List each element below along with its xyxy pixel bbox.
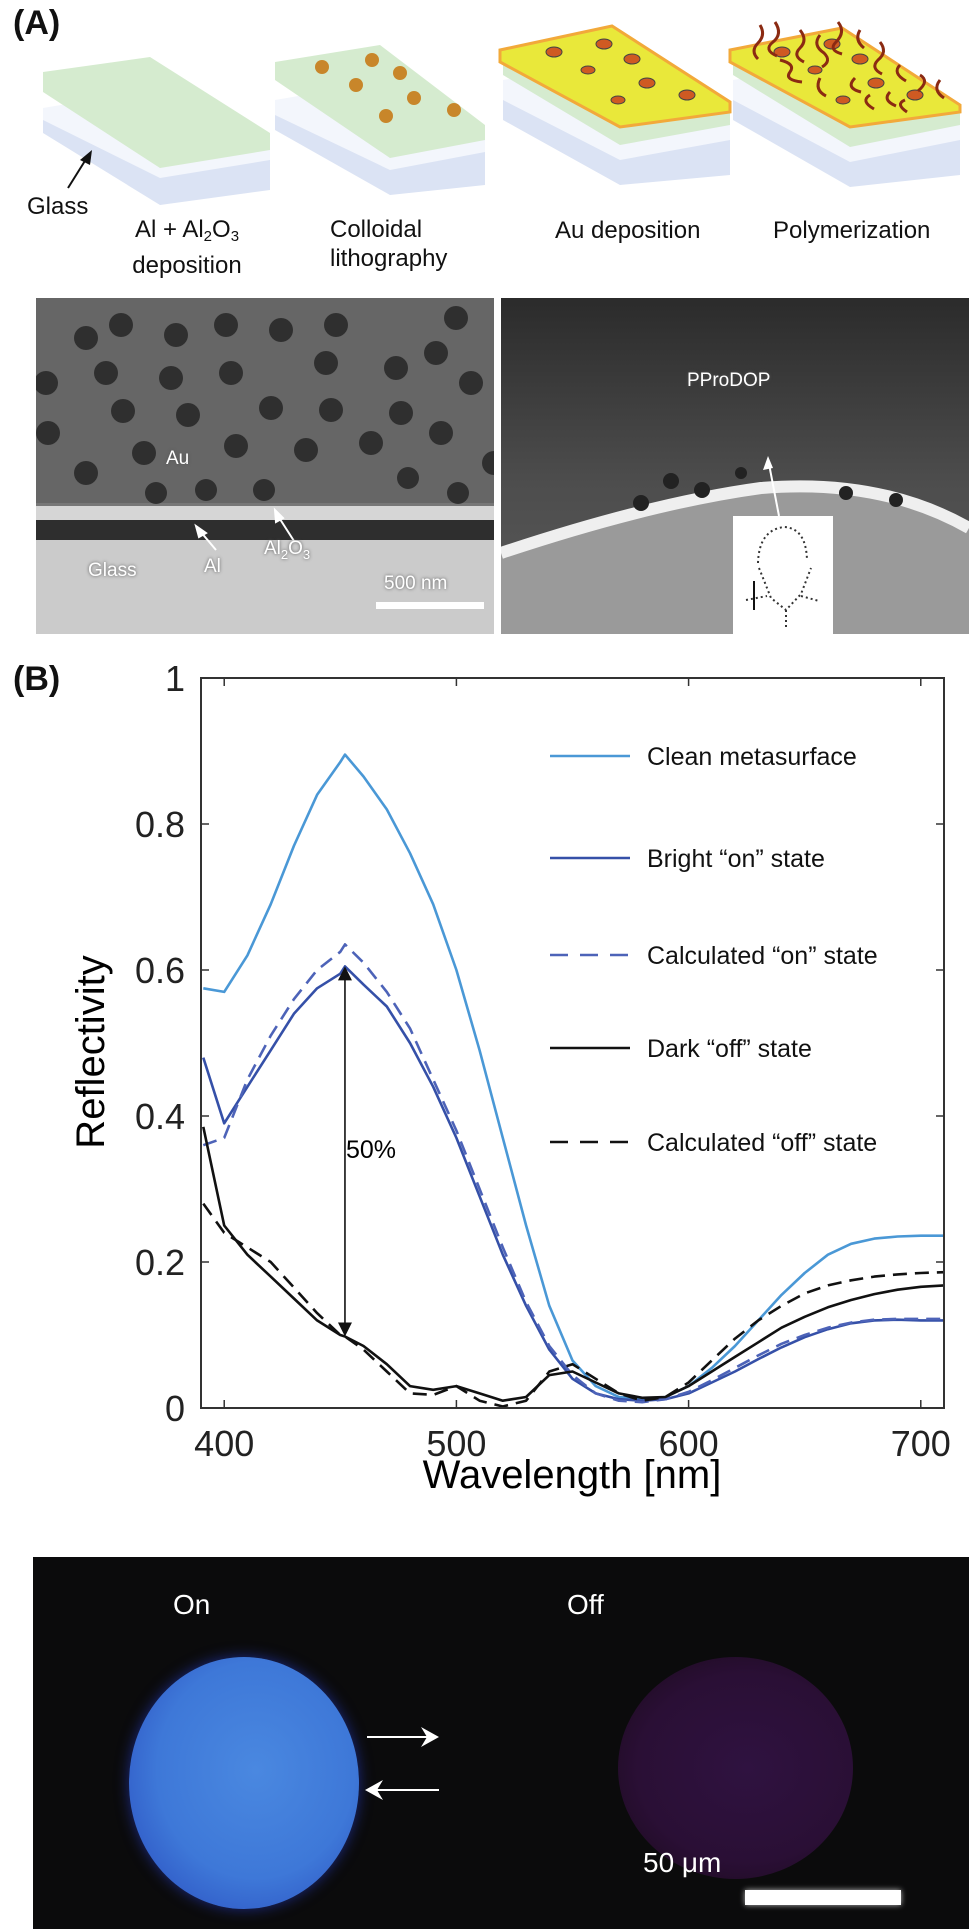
chart-legend: Clean metasurface Bright “on” state Calcul… bbox=[550, 743, 878, 1157]
step-label-text: Al + Al bbox=[134, 216, 204, 243]
series-line-1 bbox=[203, 753, 944, 1401]
y-axis-label: Reflectivity bbox=[69, 955, 113, 1148]
series-line-4 bbox=[202, 1126, 945, 1402]
arrow-right-icon bbox=[367, 1727, 439, 1747]
y-tick-label: 0 bbox=[165, 1388, 185, 1429]
legend-label-5: Calculated “off” state bbox=[647, 1129, 877, 1157]
step-label-polymerization: Polymerization bbox=[773, 217, 931, 244]
step-label-colloidal-lithography: Colloidal lithography bbox=[330, 215, 447, 273]
step-label-deposition: Al + Al2O3 deposition bbox=[112, 215, 262, 280]
subscript: 2 bbox=[280, 546, 289, 562]
axes-frame bbox=[200, 677, 945, 1409]
y-tick-label: 1 bbox=[165, 658, 185, 699]
subscript: 3 bbox=[230, 228, 240, 245]
legend-label-3: Calculated “on” state bbox=[647, 942, 878, 970]
colloid-particles bbox=[315, 53, 461, 123]
sem-polymer-texture bbox=[501, 298, 969, 634]
x-tick-label: 500 bbox=[426, 1423, 486, 1464]
sem-label-au: Au bbox=[166, 448, 190, 469]
fluorescence-micrograph: On Off 50 μm bbox=[33, 1557, 969, 1929]
sem-label-text: Al bbox=[264, 538, 281, 559]
legend-label-4: Dark “off” state bbox=[647, 1035, 812, 1063]
step-label-text: deposition bbox=[132, 252, 242, 279]
sem-image-polymer: PProDOP bbox=[501, 298, 969, 634]
annotation-arrow-head-down bbox=[337, 1322, 352, 1337]
au-nanoholes bbox=[545, 38, 696, 105]
scale-bar bbox=[745, 1890, 901, 1905]
arrow-left-icon bbox=[365, 1780, 439, 1800]
polymer-chains bbox=[752, 21, 945, 114]
series-line-3 bbox=[202, 943, 944, 1404]
sem-label-al2o3: Al2O3 bbox=[264, 538, 310, 562]
subscript: 3 bbox=[302, 546, 311, 562]
off-label: Off bbox=[567, 1589, 604, 1620]
chemical-structure-inset bbox=[733, 516, 833, 634]
on-label: On bbox=[173, 1589, 211, 1620]
reflectivity-chart: 400 500 600 700 0 0.2 0.4 0.6 0.8 1 Wavelength [n… bbox=[69, 658, 951, 1497]
au-nanoholes bbox=[773, 38, 924, 105]
x-tick-label: 700 bbox=[891, 1423, 951, 1464]
schematic-step-1 bbox=[43, 57, 270, 205]
y-tick-label: 0.2 bbox=[135, 1242, 185, 1283]
difference-annotation-label: 50% bbox=[346, 1136, 396, 1164]
switching-arrows bbox=[365, 1727, 439, 1800]
off-state-disk bbox=[618, 1657, 853, 1879]
series-line-2 bbox=[202, 965, 944, 1402]
schematic-step-2 bbox=[275, 45, 485, 195]
y-tick-label: 0.6 bbox=[135, 950, 185, 991]
y-tick-label: 0.8 bbox=[135, 804, 185, 845]
step-label-au-deposition: Au deposition bbox=[555, 217, 701, 244]
fabrication-schematic bbox=[43, 21, 962, 205]
y-tick-label: 0.4 bbox=[135, 1096, 185, 1137]
subscript: 2 bbox=[203, 228, 213, 245]
x-axis-label: Wavelength [nm] bbox=[423, 1453, 722, 1497]
series-line-5 bbox=[202, 1202, 945, 1408]
sem-label-pprodop: PProDOP bbox=[687, 370, 771, 391]
sem-scale-bar-label: 500 nm bbox=[384, 573, 448, 594]
glass-label: Glass bbox=[27, 193, 89, 220]
step-label-text: lithography bbox=[330, 245, 448, 272]
x-tick-label: 400 bbox=[194, 1423, 254, 1464]
panel-b-label: (B) bbox=[13, 660, 61, 698]
annotation-arrow-head-up bbox=[337, 966, 352, 981]
sem-image-cross-section: Au Glass Al Al2O3 500 nm bbox=[36, 298, 494, 634]
on-state-disk bbox=[129, 1657, 359, 1909]
schematic-step-3 bbox=[498, 24, 732, 185]
scale-bar-label: 50 μm bbox=[643, 1847, 722, 1878]
legend-label-2: Bright “on” state bbox=[647, 845, 825, 873]
step-label-text: Colloidal bbox=[330, 216, 423, 243]
glass-pointer-arrow bbox=[67, 150, 92, 189]
axes: 400 500 600 700 0 0.2 0.4 0.6 0.8 1 bbox=[135, 658, 951, 1464]
sem-scale-bar bbox=[376, 602, 484, 609]
panel-a-label: (A) bbox=[13, 4, 61, 42]
sem-nanohole-pattern bbox=[36, 298, 494, 634]
plot-area bbox=[202, 753, 945, 1408]
schematic-step-4 bbox=[728, 21, 962, 187]
sem-label-glass: Glass bbox=[88, 560, 137, 581]
step-label-text: O bbox=[212, 216, 231, 243]
legend-label-1: Clean metasurface bbox=[647, 743, 857, 771]
x-tick-label: 600 bbox=[659, 1423, 719, 1464]
sem-label-text: O bbox=[288, 538, 303, 559]
sem-label-al: Al bbox=[204, 556, 221, 577]
